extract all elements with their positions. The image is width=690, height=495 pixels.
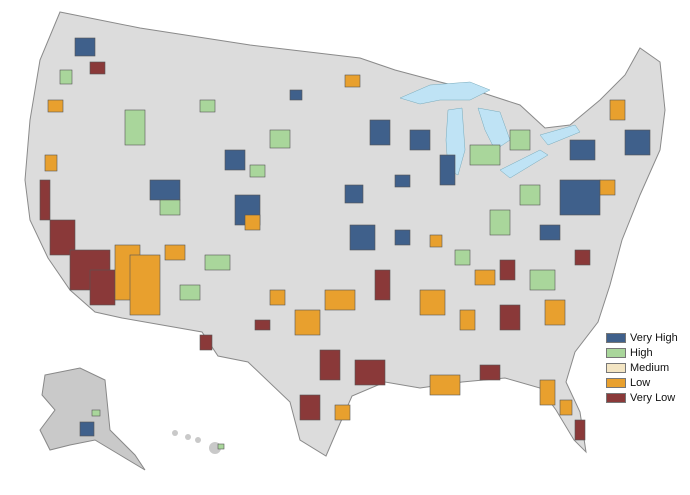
- contiguous-us: [24, 11, 666, 457]
- metro-area: [519, 184, 541, 206]
- metro-area: [479, 364, 501, 381]
- metro-area: [244, 214, 261, 231]
- legend-label: Medium: [630, 361, 670, 374]
- metro-area: [49, 219, 76, 256]
- legend-swatch: [606, 392, 626, 403]
- metro-area: [574, 419, 586, 441]
- metro-area: [469, 144, 501, 166]
- metro-area: [394, 229, 411, 246]
- metro-areas: [39, 37, 651, 450]
- metro-area: [374, 269, 391, 301]
- metro-area: [419, 289, 446, 316]
- metro-area: [324, 289, 356, 311]
- legend: Very High High Medium Low Very Low: [606, 330, 678, 405]
- metro-area: [204, 254, 231, 271]
- metro-area: [129, 254, 161, 316]
- metro-area: [199, 334, 213, 351]
- metro-area: [499, 259, 516, 281]
- metro-area: [559, 179, 601, 216]
- metro-area: [409, 129, 431, 151]
- lake-ontario: [539, 124, 581, 146]
- metro-area: [559, 399, 573, 416]
- metro-area: [544, 299, 566, 326]
- legend-swatch: [606, 347, 626, 358]
- legend-item: High: [606, 345, 678, 360]
- metro-area: [269, 129, 291, 149]
- metro-area: [499, 304, 521, 331]
- legend-label: Very High: [630, 331, 678, 344]
- metro-area: [89, 61, 106, 75]
- lake-huron: [477, 107, 511, 151]
- lake-superior: [399, 81, 491, 105]
- metro-area: [149, 179, 181, 201]
- metro-area: [254, 319, 271, 331]
- metro-area: [91, 409, 101, 417]
- metro-area: [609, 99, 626, 121]
- metro-area: [429, 234, 443, 248]
- metro-area: [124, 109, 146, 146]
- metro-area: [159, 199, 181, 216]
- metro-area: [344, 74, 361, 88]
- legend-item: Very High: [606, 330, 678, 345]
- metro-area: [529, 269, 556, 291]
- metro-area: [569, 139, 596, 161]
- hawaii: [172, 430, 221, 454]
- metro-area: [369, 119, 391, 146]
- metro-area: [44, 154, 58, 172]
- lake-erie: [499, 149, 549, 179]
- metro-area: [74, 37, 96, 57]
- metro-area: [319, 349, 341, 381]
- metro-area: [217, 443, 225, 450]
- legend-swatch: [606, 362, 626, 373]
- legend-label: High: [630, 346, 653, 359]
- metro-area: [489, 209, 511, 236]
- metro-area: [79, 421, 95, 437]
- metro-area: [179, 284, 201, 301]
- metro-area: [459, 309, 476, 331]
- metro-area: [334, 404, 351, 421]
- metro-area: [624, 129, 651, 156]
- metro-area: [539, 379, 556, 406]
- metro-area: [344, 184, 364, 204]
- metro-area: [89, 269, 116, 306]
- metro-area: [39, 179, 51, 221]
- metro-area: [59, 69, 73, 85]
- legend-item: Medium: [606, 360, 678, 375]
- metro-area: [539, 224, 561, 241]
- metro-area: [394, 174, 411, 188]
- metro-area: [439, 154, 456, 186]
- legend-swatch: [606, 377, 626, 388]
- metro-area: [249, 164, 266, 178]
- metro-area: [454, 249, 471, 266]
- metro-area: [574, 249, 591, 266]
- metro-area: [164, 244, 186, 261]
- metro-area: [294, 309, 321, 336]
- metro-area: [354, 359, 386, 386]
- legend-item: Very Low: [606, 390, 678, 405]
- metro-area: [349, 224, 376, 251]
- metro-area: [299, 394, 321, 421]
- metro-area: [429, 374, 461, 396]
- metro-area: [47, 99, 64, 113]
- alaska: [39, 367, 146, 471]
- metro-area: [599, 179, 616, 196]
- metro-area: [199, 99, 216, 113]
- metro-area: [224, 149, 246, 171]
- legend-label: Very Low: [630, 391, 676, 404]
- metro-area: [269, 289, 286, 306]
- legend-item: Low: [606, 375, 678, 390]
- metro-area: [474, 269, 496, 286]
- metro-area: [509, 129, 531, 151]
- metro-area: [289, 89, 303, 101]
- legend-swatch: [606, 332, 626, 343]
- legend-label: Low: [630, 376, 651, 389]
